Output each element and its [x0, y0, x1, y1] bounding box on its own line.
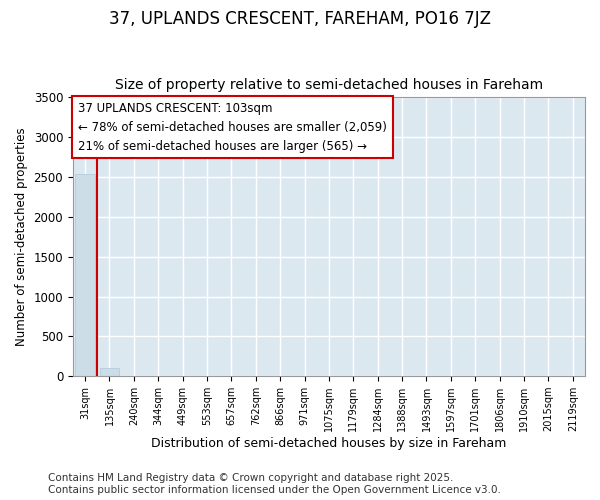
Bar: [100, 368, 119, 376]
Bar: [76, 174, 95, 376]
Y-axis label: Number of semi-detached properties: Number of semi-detached properties: [15, 128, 28, 346]
Text: 37, UPLANDS CRESCENT, FAREHAM, PO16 7JZ: 37, UPLANDS CRESCENT, FAREHAM, PO16 7JZ: [109, 10, 491, 28]
Text: Contains HM Land Registry data © Crown copyright and database right 2025.
Contai: Contains HM Land Registry data © Crown c…: [48, 474, 501, 495]
X-axis label: Distribution of semi-detached houses by size in Fareham: Distribution of semi-detached houses by …: [151, 437, 506, 450]
Title: Size of property relative to semi-detached houses in Fareham: Size of property relative to semi-detach…: [115, 78, 543, 92]
Text: 37 UPLANDS CRESCENT: 103sqm
← 78% of semi-detached houses are smaller (2,059)
21: 37 UPLANDS CRESCENT: 103sqm ← 78% of sem…: [78, 102, 387, 152]
